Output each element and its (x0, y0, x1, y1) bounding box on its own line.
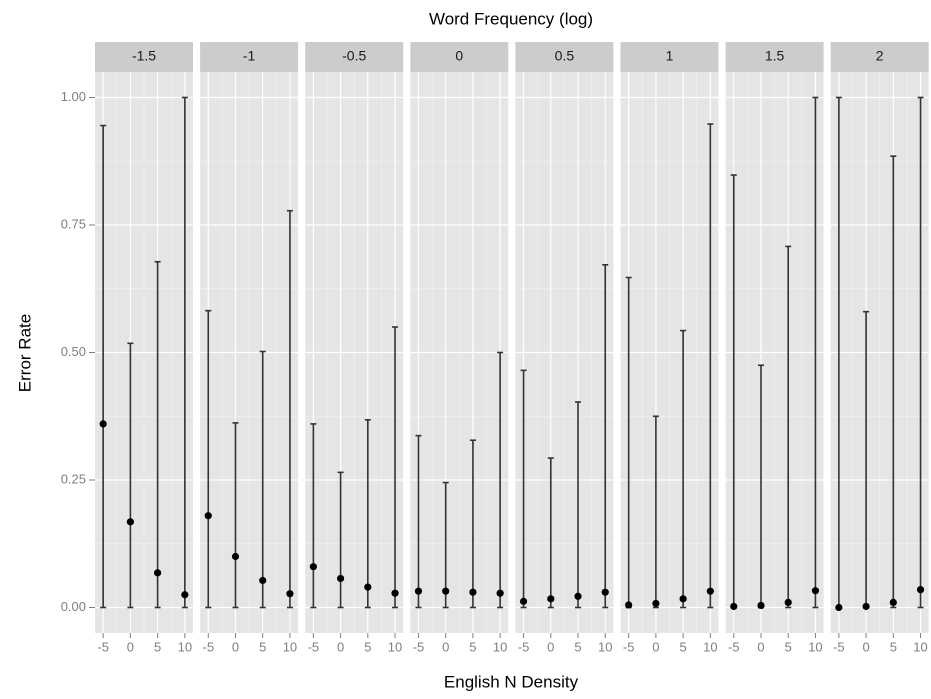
strip (515, 42, 614, 72)
point (916, 586, 925, 594)
point (414, 587, 423, 595)
x-tick-label: 0 (337, 639, 344, 654)
point (757, 601, 765, 610)
x-tick-label: 10 (808, 639, 822, 654)
strip (620, 42, 719, 72)
y-tick-label: 0.50 (61, 344, 86, 359)
x-tick-label: 5 (469, 639, 476, 654)
x-tick-label: 10 (598, 639, 612, 654)
x-tick-label: 10 (388, 639, 402, 654)
strip (305, 42, 404, 72)
point (154, 569, 162, 577)
strip-label: -0.5 (342, 48, 366, 64)
strip-label: -1 (243, 48, 256, 64)
x-tick-label: 5 (785, 639, 792, 654)
x-tick-label: 5 (574, 639, 581, 654)
x-tick-label: 0 (442, 639, 449, 654)
point (835, 603, 843, 612)
x-tick-label: 0 (547, 639, 554, 654)
point (469, 588, 477, 596)
x-tick-label: -5 (202, 639, 214, 654)
x-tick-label: 10 (913, 639, 927, 654)
strip (410, 42, 509, 72)
x-tick-label: -5 (833, 639, 845, 654)
point (286, 590, 294, 598)
point (730, 602, 738, 611)
point (547, 595, 555, 603)
x-tick-label: 5 (364, 639, 371, 654)
point (679, 595, 687, 603)
strip (200, 42, 299, 72)
point (601, 588, 609, 596)
point (652, 599, 660, 608)
x-tick-label: 5 (890, 639, 897, 654)
strip (830, 42, 929, 72)
y-tick-label: 1.00 (61, 89, 86, 104)
point (231, 552, 240, 561)
point (391, 589, 399, 597)
x-tick-label: -5 (97, 639, 109, 654)
x-tick-label: -5 (623, 639, 635, 654)
x-tick-label: 0 (127, 639, 134, 654)
x-tick-label: 10 (493, 639, 507, 654)
point (496, 589, 504, 597)
y-tick-label: 0.75 (61, 216, 86, 231)
facet-title: Word Frequency (log) (429, 9, 593, 28)
x-tick-label: 0 (652, 639, 659, 654)
strip-label: 2 (876, 48, 884, 64)
x-tick-label: -5 (728, 639, 740, 654)
x-tick-label: 5 (679, 639, 686, 654)
point (519, 597, 528, 605)
strip-label: 0.5 (555, 48, 575, 64)
strip (725, 42, 824, 72)
y-axis-label: Error Rate (15, 314, 34, 392)
x-tick-label: 0 (862, 639, 869, 654)
x-tick-label: 0 (757, 639, 764, 654)
x-tick-label: 0 (232, 639, 239, 654)
point (204, 512, 212, 520)
point (706, 587, 714, 595)
point (336, 574, 345, 583)
y-tick-label: 0.00 (61, 599, 86, 614)
point (99, 420, 107, 428)
point (862, 602, 870, 611)
point (889, 598, 897, 607)
point (364, 583, 372, 591)
point (625, 601, 633, 609)
strip-label: -1.5 (132, 48, 156, 64)
y-tick-label: 0.25 (61, 471, 86, 486)
strip (95, 42, 193, 72)
x-axis-label: English N Density (444, 672, 579, 691)
x-tick-label: 5 (259, 639, 266, 654)
x-tick-label: -5 (308, 639, 320, 654)
strip-label: 1.5 (765, 48, 785, 64)
point (259, 576, 267, 585)
point (784, 598, 792, 607)
point (811, 587, 820, 595)
point (442, 587, 450, 595)
x-tick-label: 5 (154, 639, 161, 654)
strip-label: 0 (455, 48, 463, 64)
strip-label: 1 (666, 48, 674, 64)
point (309, 563, 317, 571)
x-tick-label: -5 (518, 639, 530, 654)
x-tick-label: 10 (178, 639, 192, 654)
x-tick-label: 10 (703, 639, 717, 654)
point (574, 592, 582, 600)
x-tick-label: 10 (283, 639, 297, 654)
point (181, 591, 189, 599)
x-tick-label: -5 (413, 639, 425, 654)
point (126, 518, 134, 526)
